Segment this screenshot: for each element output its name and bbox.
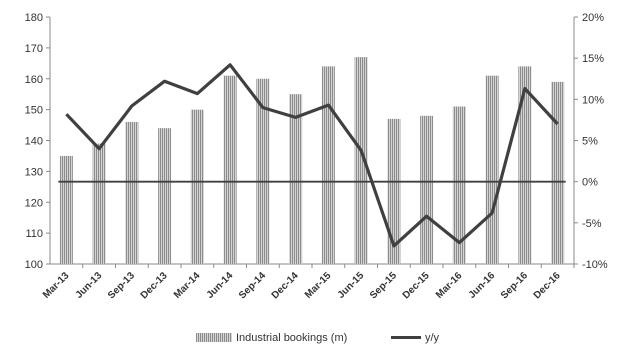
x-tick-label: Dec-14 (270, 270, 301, 301)
legend-swatch-bookings (196, 333, 232, 342)
x-tick-label: Dec-13 (139, 270, 170, 301)
right-tick-label: 10% (582, 94, 604, 106)
right-tick-label: 15% (582, 53, 604, 65)
legend-label-bookings: Industrial bookings (m) (236, 332, 347, 344)
x-tick-label: Sep-13 (106, 270, 137, 301)
x-tick-label: Mar-14 (172, 270, 203, 301)
legend-label-yoy: y/y (425, 332, 440, 344)
bar (551, 81, 565, 265)
left-tick-label: 100 (25, 259, 43, 271)
x-tick-label: Jun-14 (205, 270, 236, 301)
x-tick-label: Mar-13 (41, 270, 72, 301)
x-tick-label: Sep-16 (499, 270, 530, 301)
yoy-line (65, 63, 559, 248)
plot-area: 100 110 120 130 140 150 160 170 180 -10% -5% 0% 5% 10… (25, 12, 608, 301)
x-tick-label: Sep-15 (368, 270, 399, 301)
bar (223, 75, 237, 264)
bar (485, 75, 499, 264)
x-tick-label: Mar-16 (434, 270, 465, 301)
x-tick-label: Mar-15 (303, 270, 334, 301)
left-tick-label: 120 (25, 197, 43, 209)
bar (289, 94, 303, 264)
right-tick-label: -5% (582, 218, 602, 230)
bar (420, 115, 434, 264)
bar (92, 143, 106, 264)
x-tick-label: Dec-16 (532, 270, 563, 301)
left-tick-label: 140 (25, 136, 43, 148)
x-tick-label: Jun-15 (336, 270, 367, 301)
right-tick-label: 0% (582, 177, 598, 189)
bar (387, 118, 401, 264)
x-tick-label: Jun-16 (467, 270, 498, 301)
left-tick-label: 160 (25, 74, 43, 86)
left-tick-label: 110 (25, 228, 43, 240)
left-tick-label: 180 (25, 12, 43, 24)
bar (59, 155, 73, 264)
legend: Industrial bookings (m) y/y (196, 332, 440, 344)
left-tick-label: 150 (25, 105, 43, 117)
x-tick-label: Jun-13 (74, 270, 105, 301)
right-tick-label: 20% (582, 12, 604, 24)
bar (518, 66, 532, 265)
right-tick-label: 5% (582, 136, 598, 148)
left-tick-label: 170 (25, 43, 43, 55)
bar (354, 57, 368, 265)
x-tick-label: Sep-14 (237, 270, 268, 301)
bar (321, 66, 335, 265)
bar (190, 109, 204, 264)
bar (158, 128, 172, 264)
bar (452, 106, 466, 264)
bar (125, 121, 139, 264)
bar (256, 78, 270, 264)
left-tick-label: 130 (25, 166, 43, 178)
right-tick-label: -10% (582, 259, 608, 271)
x-tick-label: Dec-15 (401, 270, 432, 301)
